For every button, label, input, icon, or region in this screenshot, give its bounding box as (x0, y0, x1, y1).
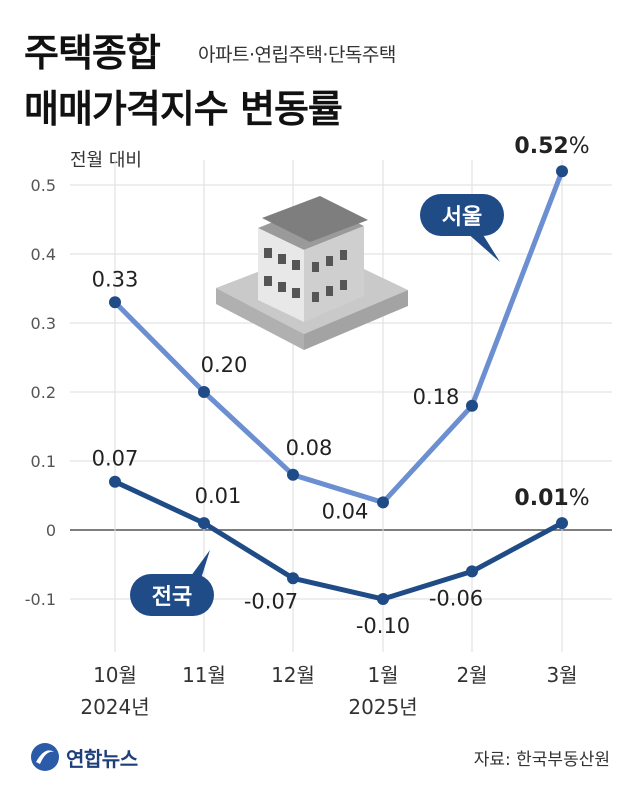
x-tick-label: 10월 (93, 663, 137, 687)
seoul-point (198, 386, 210, 398)
national-series-name: 전국 (152, 585, 192, 610)
seoul-data-label: 0.52% (514, 134, 589, 159)
chart-title-line2: 매매가격지수 변동률 (24, 87, 343, 131)
seoul-point (109, 296, 121, 309)
seoul-data-label: 0.33 (92, 267, 139, 291)
unit-label: 전월 대비 (70, 150, 142, 171)
percent-suffix: % (569, 134, 590, 159)
seoul-line (112, 168, 565, 505)
yonhap-logo: 연합뉴스 (30, 742, 138, 772)
x-tick-label: 3월 (546, 663, 577, 687)
seoul-point (466, 399, 478, 412)
x-tick-label: 2월 (456, 663, 487, 687)
source-note: 자료: 한국부동산원 (473, 750, 610, 770)
seoul-point (556, 165, 568, 178)
seoul-series-name: 서울 (442, 205, 482, 230)
y-tick-label: 0 (46, 521, 56, 540)
national-point (377, 593, 389, 605)
x-tick-label: 12월 (271, 663, 315, 687)
building-illustration (216, 196, 408, 350)
national-data-label: -0.10 (356, 614, 410, 638)
seoul-callout: 서울 (420, 194, 504, 262)
y-tick-label: 0.2 (31, 383, 56, 402)
seoul-data-label: 0.04 (322, 499, 369, 523)
chart-subtitle: 아파트·연립주택·단독주택 (198, 44, 396, 66)
seoul-data-label: 0.20 (201, 353, 248, 377)
national-point (466, 565, 478, 578)
y-tick-label: 0.5 (31, 176, 56, 195)
seoul-point (287, 468, 299, 481)
national-point (287, 572, 299, 585)
series-layer (109, 165, 568, 605)
national-data-label: 0.01 (195, 484, 242, 508)
label-layer: 0.33 0.20 0.08 0.04 0.18 0.52% 0.07 0.01 -0.07 -0… (92, 134, 590, 638)
y-tick-label: 0.4 (31, 245, 56, 264)
y-tick-label: -0.1 (25, 590, 56, 609)
national-callout: 전국 (130, 550, 214, 616)
x-tick-label: 1월 (367, 663, 398, 687)
y-tick-label: 0.1 (31, 452, 56, 471)
y-tick-label: 0.3 (31, 314, 56, 333)
national-data-label: 0.01% (514, 486, 589, 511)
yonhap-logo-text: 연합뉴스 (66, 746, 138, 771)
seoul-data-label: 0.08 (286, 436, 333, 460)
national-data-label: 0.07 (92, 447, 139, 471)
x-tick-year-label: 2025년 (348, 695, 417, 719)
national-point (109, 475, 121, 488)
x-tick-label: 11월 (182, 663, 226, 687)
yonhap-logo-icon (31, 743, 59, 771)
national-data-label: -0.07 (244, 589, 298, 613)
seoul-point (377, 496, 389, 509)
percent-suffix: % (569, 486, 590, 511)
seoul-data-label: 0.18 (413, 385, 460, 409)
national-data-label: -0.06 (429, 586, 483, 610)
national-line (112, 479, 565, 602)
x-tick-year-label: 2024년 (80, 695, 149, 719)
national-point (198, 517, 210, 530)
chart-title: 주택종합 (24, 31, 161, 75)
national-point (556, 517, 568, 530)
